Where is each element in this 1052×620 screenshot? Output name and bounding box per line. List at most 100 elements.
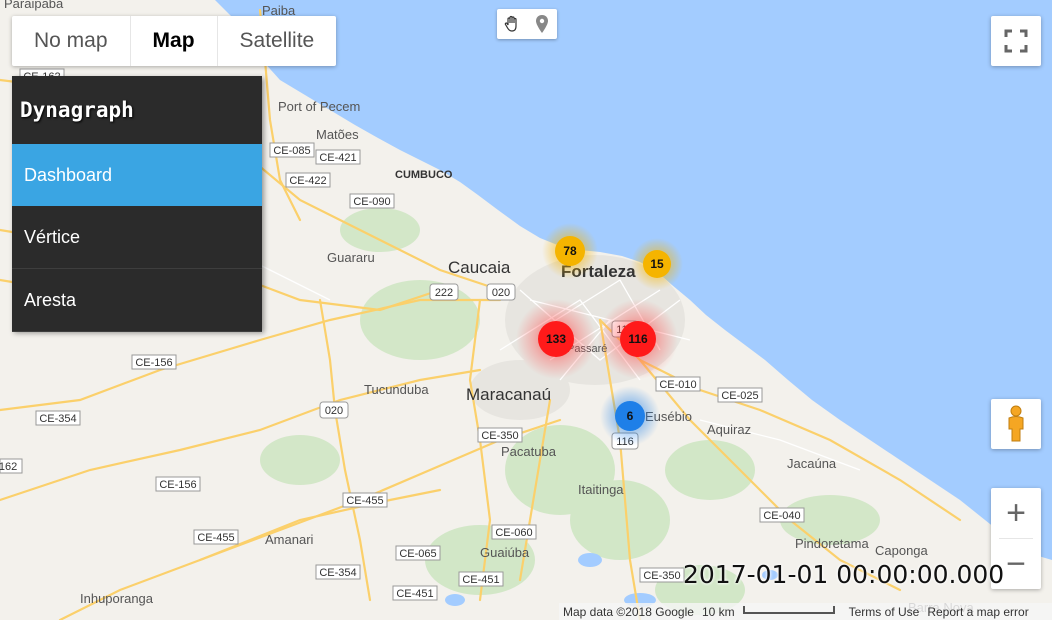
- drawing-tools: [497, 9, 557, 39]
- road-shield: CE-085: [269, 142, 315, 158]
- svg-text:CE-010: CE-010: [659, 379, 696, 391]
- road-shield: 020: [486, 283, 516, 301]
- svg-text:CE-025: CE-025: [721, 390, 758, 402]
- map-type-satellite[interactable]: Satellite: [239, 29, 315, 52]
- city-label: Caucaia: [448, 258, 511, 277]
- cluster-marker[interactable]: 78: [542, 223, 598, 279]
- cluster-marker[interactable]: 116: [598, 299, 678, 379]
- marker-icon[interactable]: [527, 9, 557, 39]
- zoom-in-button[interactable]: +: [1006, 494, 1026, 532]
- scale-bar: [742, 605, 835, 614]
- svg-text:CE-350: CE-350: [643, 570, 680, 582]
- scale-label[interactable]: 10 km: [701, 604, 735, 619]
- town-label: Pacatuba: [501, 444, 557, 459]
- road-shield: 222: [429, 283, 459, 301]
- map-type-map[interactable]: Map: [131, 16, 218, 66]
- divider: [999, 538, 1033, 539]
- report-error-link[interactable]: Report a map error: [927, 604, 1029, 619]
- terms-link[interactable]: Terms of Use: [848, 604, 920, 619]
- svg-text:CE-455: CE-455: [197, 532, 234, 544]
- cluster-count: 6: [627, 409, 634, 423]
- svg-text:CE-156: CE-156: [159, 479, 196, 491]
- town-label: Aquiraz: [707, 422, 751, 437]
- svg-text:CE-421: CE-421: [319, 152, 356, 164]
- cluster-count: 133: [546, 332, 566, 346]
- fullscreen-icon: [1004, 29, 1028, 53]
- town-label: Caponga: [875, 543, 929, 558]
- svg-text:CE-156: CE-156: [135, 357, 172, 369]
- road-shield: CE-090: [349, 193, 395, 209]
- map-footer: Map data ©2018 Google 10 km Terms of Use…: [559, 603, 1052, 620]
- town-label: Matões: [316, 127, 359, 142]
- road-shield: CE-451: [458, 571, 504, 587]
- svg-text:CE-085: CE-085: [273, 145, 310, 157]
- highways: [0, 8, 962, 620]
- svg-text:CE-040: CE-040: [763, 510, 800, 522]
- road-shield: CE-350: [639, 567, 685, 583]
- road-shield: CE-060: [491, 524, 537, 540]
- road-shield: 162: [0, 458, 23, 474]
- cluster-count: 116: [628, 332, 648, 346]
- town-label: Guaiúba: [480, 545, 530, 560]
- cluster-marker[interactable]: 6: [600, 386, 660, 446]
- town-label: Paiba: [262, 3, 296, 18]
- town-label: Tucunduba: [364, 382, 429, 397]
- svg-text:CE-451: CE-451: [462, 574, 499, 586]
- town-label: Itaitinga: [578, 482, 624, 497]
- road-shield: CE-451: [392, 585, 438, 601]
- town-label: Pindoretama: [795, 536, 869, 551]
- brand-title: Dynagraph: [20, 98, 134, 122]
- sidebar-item-dashboard[interactable]: Dashboard: [12, 144, 262, 206]
- svg-text:CE-354: CE-354: [319, 567, 356, 579]
- road-shield: CE-065: [395, 545, 441, 561]
- road-shield: CE-354: [315, 564, 361, 580]
- sidebar: Dynagraph Dashboard Vértice Aresta: [12, 76, 262, 332]
- road-shield: CE-421: [315, 149, 361, 165]
- sea: [215, 0, 1052, 560]
- town-label: Inhuporanga: [80, 591, 154, 606]
- svg-text:CE-090: CE-090: [353, 196, 390, 208]
- water-label: CUMBUCO: [395, 169, 453, 181]
- street-view-button[interactable]: [991, 399, 1041, 449]
- sidebar-item-vertice[interactable]: Vértice: [12, 206, 262, 269]
- road-shield: CE-422: [285, 172, 331, 188]
- svg-text:162: 162: [0, 461, 17, 473]
- svg-text:CE-455: CE-455: [346, 495, 383, 507]
- hand-icon[interactable]: [497, 9, 527, 39]
- cluster-marker[interactable]: 133: [516, 299, 596, 379]
- road-shield: CE-025: [717, 387, 763, 403]
- road-shield: CE-156: [155, 476, 201, 492]
- svg-text:CE-350: CE-350: [481, 430, 518, 442]
- road-shield: CE-354: [35, 410, 81, 426]
- svg-text:CE-354: CE-354: [39, 413, 76, 425]
- road-shield: CE-040: [759, 507, 805, 523]
- svg-text:CE-060: CE-060: [495, 527, 532, 539]
- town-label: Jacaúna: [787, 456, 837, 471]
- svg-text:222: 222: [435, 287, 453, 299]
- road-shield: CE-010: [655, 376, 701, 392]
- cluster-marker[interactable]: 15: [631, 238, 683, 290]
- town-label: Guararu: [327, 250, 375, 265]
- road-shield: CE-156: [131, 354, 177, 370]
- sidebar-item-aresta[interactable]: Aresta: [12, 269, 262, 332]
- fullscreen-button[interactable]: [991, 16, 1041, 66]
- svg-text:020: 020: [325, 405, 343, 417]
- town-label: Amanari: [265, 532, 314, 547]
- road-shield: CE-350: [477, 427, 523, 443]
- town-label: Paraipaba: [4, 0, 64, 11]
- road-shield: 020: [319, 401, 349, 419]
- timestamp: 2017-01-01 00:00:00.000: [683, 560, 1005, 589]
- pegman-icon: [1008, 405, 1024, 442]
- map-data-attribution: Map data ©2018 Google: [563, 604, 694, 619]
- cluster-count: 78: [563, 244, 577, 258]
- park-areas: [260, 208, 880, 615]
- road-shield: CE-455: [342, 492, 388, 508]
- svg-text:CE-451: CE-451: [396, 588, 433, 600]
- svg-text:020: 020: [492, 287, 510, 299]
- cluster-count: 15: [650, 257, 664, 271]
- town-label: Port of Pecem: [278, 99, 360, 114]
- zoom-out-button[interactable]: −: [1006, 545, 1026, 583]
- svg-text:CE-065: CE-065: [399, 548, 436, 560]
- map-type-no-map[interactable]: No map: [12, 16, 131, 66]
